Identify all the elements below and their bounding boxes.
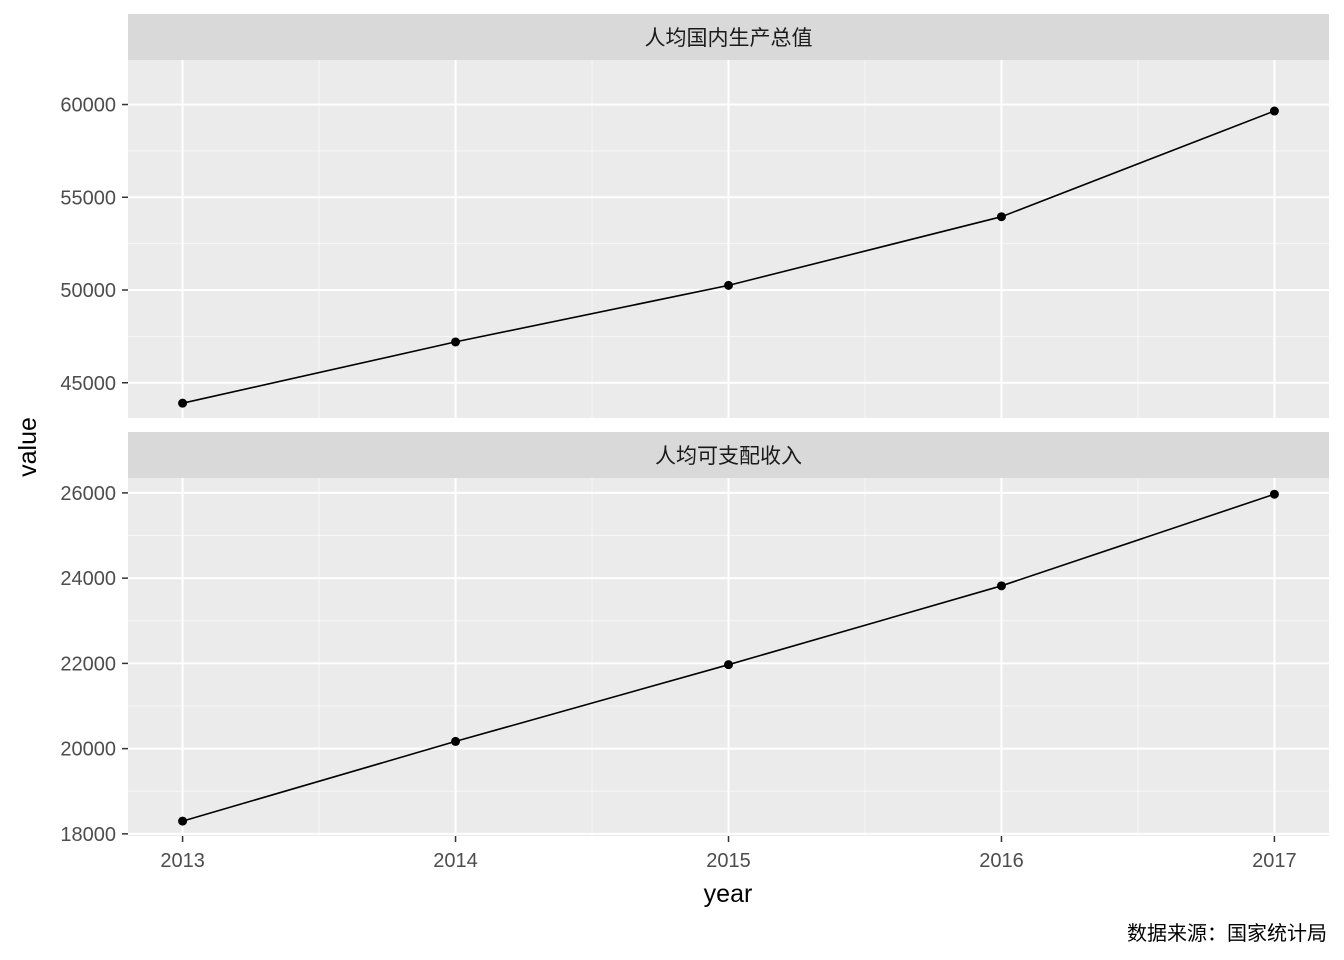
data-point [996, 581, 1006, 591]
x-tick-label: 2013 [160, 850, 205, 872]
x-tick-label: 2015 [706, 850, 751, 872]
y-tick-label: 50000 [60, 280, 116, 302]
data-point [178, 816, 188, 826]
y-axis-title: value [14, 417, 42, 477]
x-tick-label: 2014 [433, 850, 478, 872]
data-point [451, 337, 461, 347]
y-tick-label: 22000 [60, 653, 116, 675]
data-point [451, 736, 461, 746]
y-tick-label: 45000 [60, 373, 116, 395]
x-axis-title: year [704, 880, 753, 908]
y-tick-label: 20000 [60, 739, 116, 761]
facet-strip-label: 人均国内生产总值 [645, 26, 813, 50]
data-point [178, 398, 188, 408]
y-tick-label: 26000 [60, 483, 116, 505]
facet-panel: 人均可支配收入 18000 20000 22000 24000 26000 [60, 432, 1329, 846]
facet-panels: 人均国内生产总值 45000 50000 55000 60000 人均可支配收入 18000… [60, 14, 1329, 846]
x-axis: 2013 2014 2015 2016 2017 [160, 836, 1297, 872]
x-tick-label: 2017 [1252, 850, 1297, 872]
y-tick-label: 60000 [60, 95, 116, 117]
facet-strip [128, 14, 1329, 60]
data-point [996, 212, 1006, 222]
data-point [724, 660, 733, 670]
data-point [1269, 489, 1279, 499]
x-tick-label: 2016 [979, 850, 1024, 872]
data-point [1269, 106, 1279, 116]
facet-strip [128, 432, 1329, 478]
y-tick-label: 55000 [60, 187, 116, 209]
y-tick-label: 24000 [60, 568, 116, 590]
facet-strip-label: 人均可支配收入 [655, 444, 802, 468]
facet-panel: 人均国内生产总值 45000 50000 55000 60000 [60, 14, 1329, 418]
y-tick-label: 18000 [60, 824, 116, 846]
source-caption: 数据来源：国家统计局 [1127, 921, 1327, 945]
data-point [724, 280, 733, 290]
